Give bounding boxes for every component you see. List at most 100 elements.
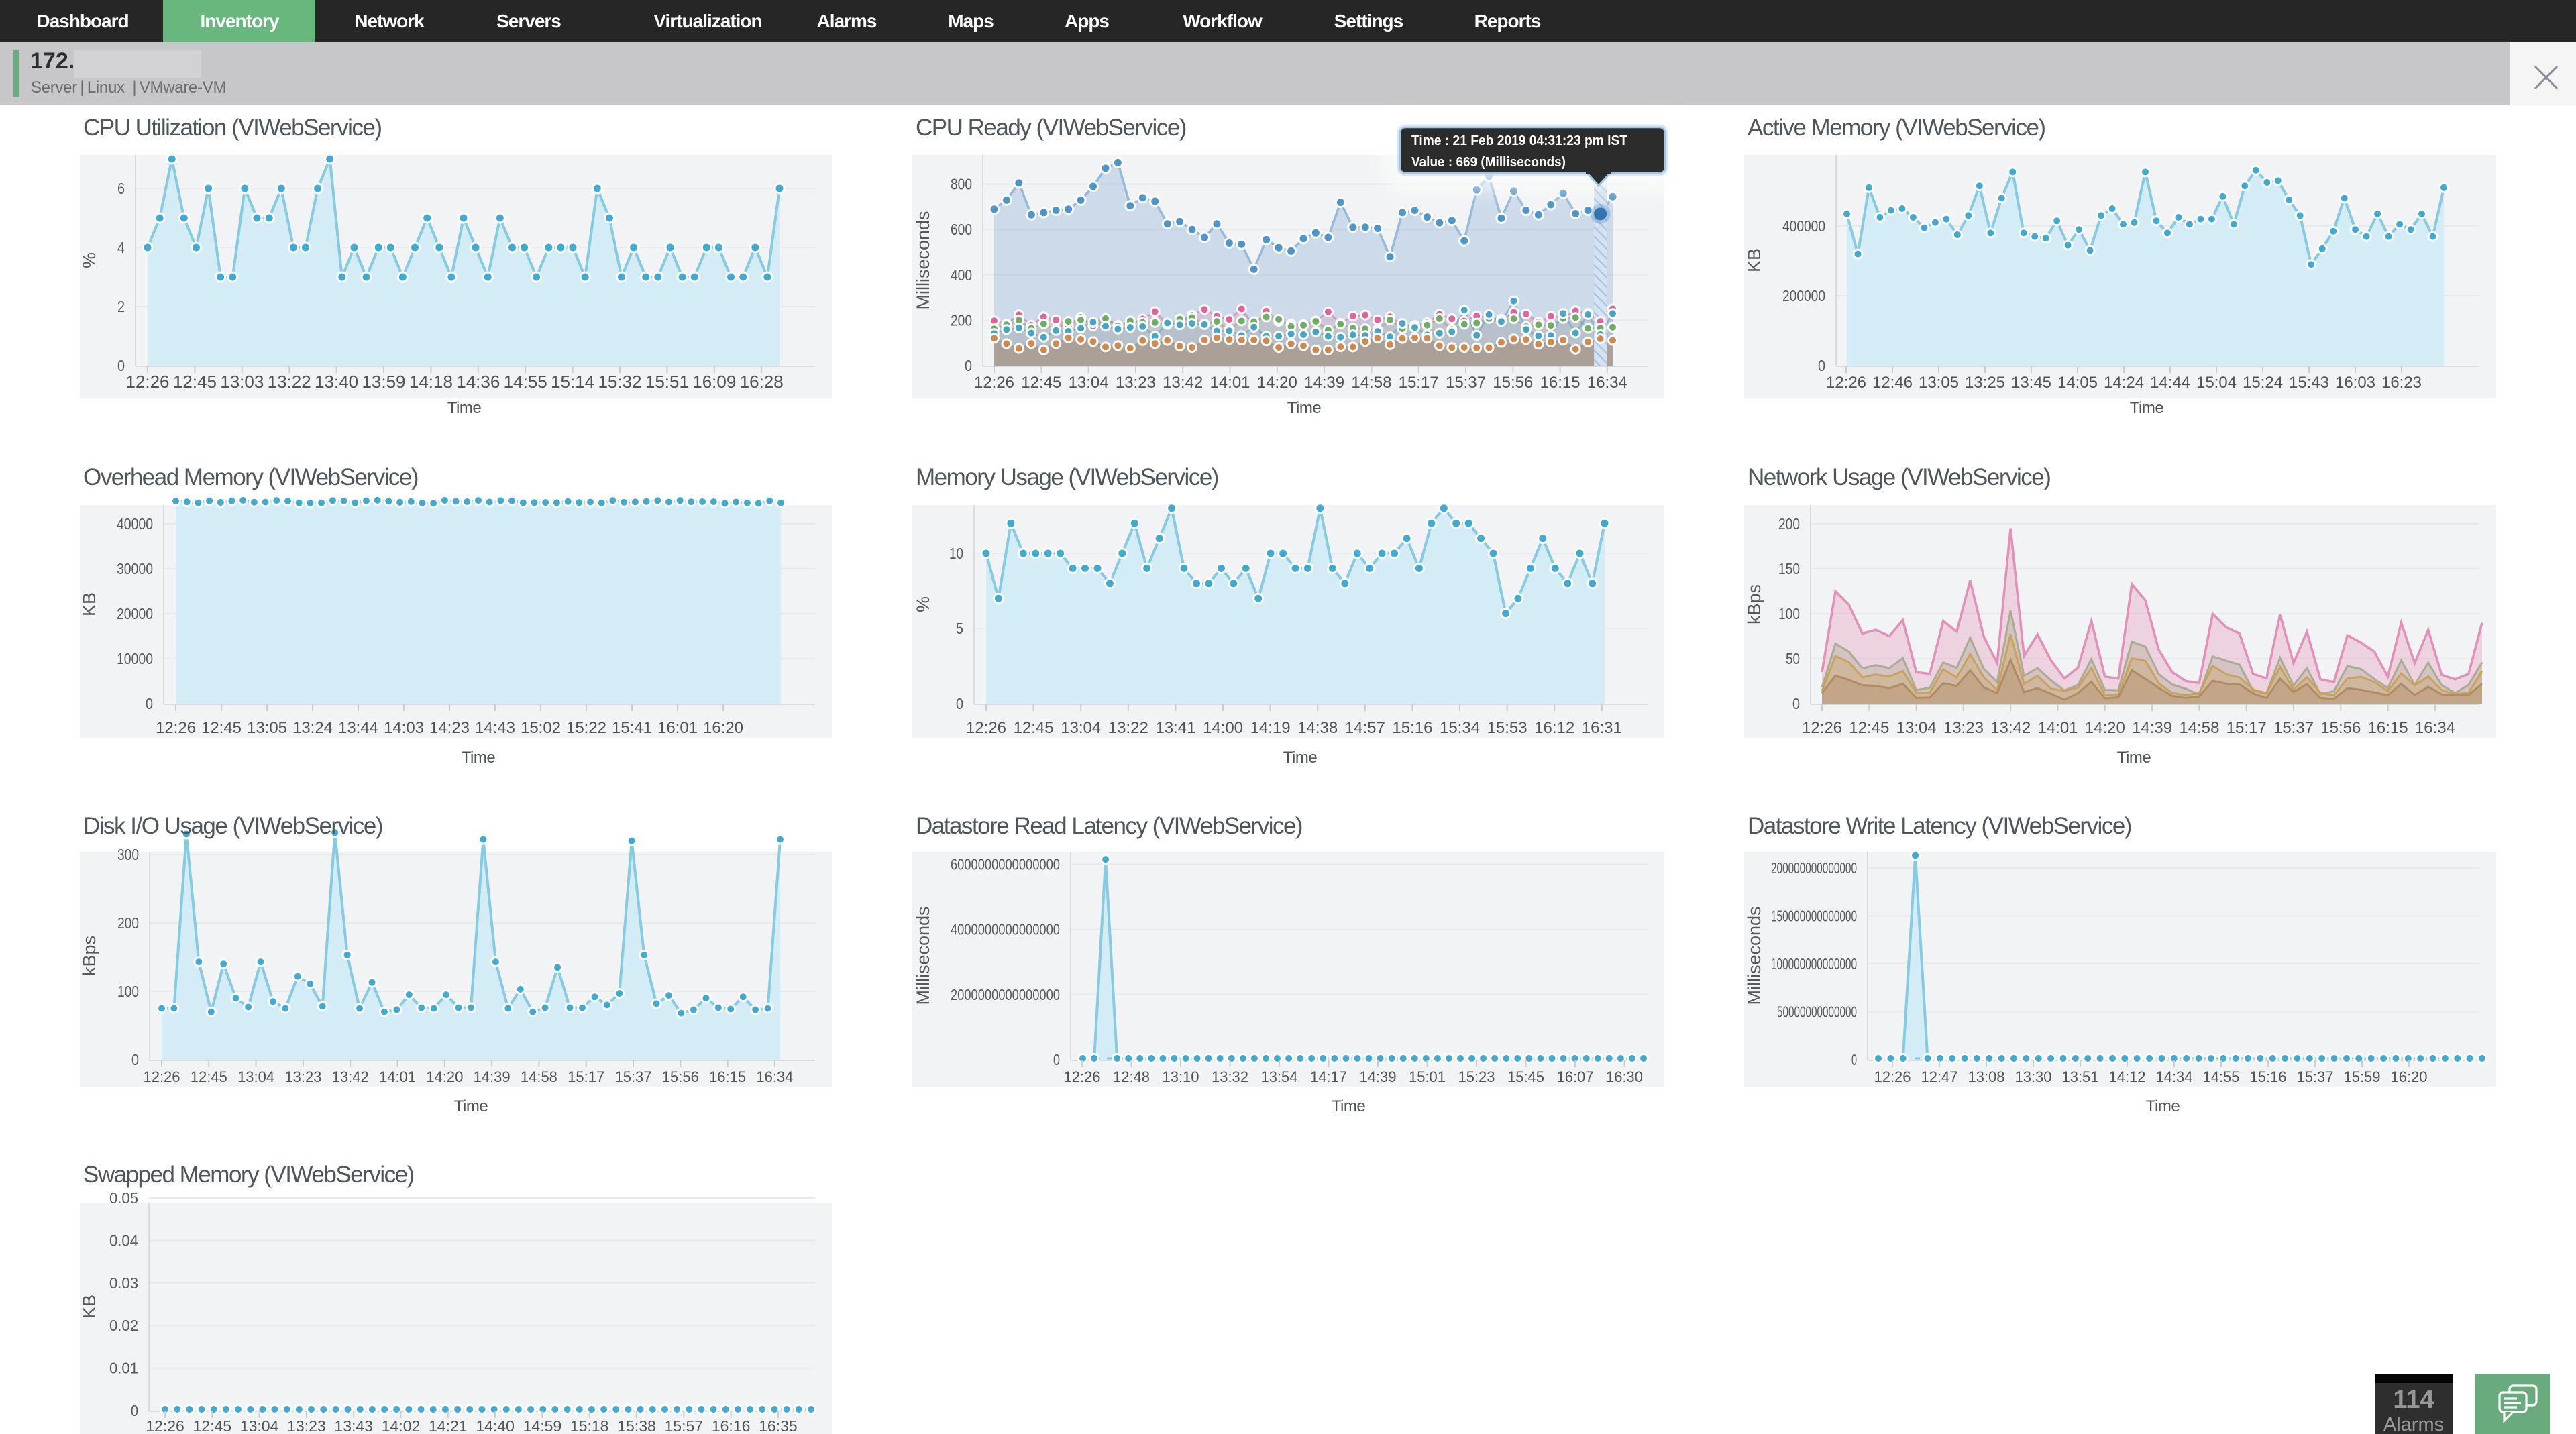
svg-text:Swapped Memory (VIWebService): Swapped Memory (VIWebService): [83, 1162, 414, 1188]
svg-text:15:24: 15:24: [2243, 374, 2283, 392]
svg-text:16:28: 16:28: [740, 372, 784, 392]
svg-text:14:20: 14:20: [1257, 374, 1297, 392]
svg-text:14:01: 14:01: [1210, 374, 1250, 392]
svg-text:CPU Utilization (VIWebService): CPU Utilization (VIWebService): [83, 115, 382, 141]
svg-text:13:51: 13:51: [2061, 1068, 2098, 1085]
svg-text:13:45: 13:45: [2011, 374, 2051, 392]
svg-text:Disk I/O Usage (VIWebService): Disk I/O Usage (VIWebService): [83, 813, 382, 839]
svg-text:16:20: 16:20: [703, 719, 743, 737]
svg-text:16:15: 16:15: [1540, 374, 1580, 392]
svg-text:15:56: 15:56: [1493, 374, 1533, 392]
svg-text:150: 150: [1778, 560, 1800, 577]
svg-text:CPU Ready (VIWebService): CPU Ready (VIWebService): [916, 115, 1186, 141]
svg-text:16:35: 16:35: [759, 1417, 798, 1434]
svg-text:15:01: 15:01: [1409, 1068, 1446, 1085]
svg-text:16:03: 16:03: [2335, 374, 2375, 392]
svg-text:kBps: kBps: [79, 936, 99, 976]
svg-text:14:17: 14:17: [1310, 1068, 1347, 1085]
svg-text:13:22: 13:22: [1108, 719, 1148, 737]
svg-text:12:26: 12:26: [974, 374, 1014, 392]
svg-text:10: 10: [949, 545, 963, 562]
svg-text:13:42: 13:42: [1990, 719, 2031, 737]
svg-text:14:24: 14:24: [2104, 374, 2144, 392]
svg-text:30000: 30000: [117, 560, 153, 577]
svg-text:15:34: 15:34: [1440, 719, 1480, 737]
svg-text:13:24: 13:24: [292, 719, 333, 737]
svg-text:400000: 400000: [1782, 217, 1825, 235]
svg-text:16:20: 16:20: [2390, 1068, 2427, 1085]
svg-text:15:38: 15:38: [617, 1417, 656, 1434]
svg-text:100: 100: [1778, 605, 1800, 622]
svg-text:13:25: 13:25: [1965, 374, 2005, 392]
svg-text:4000000000000000: 4000000000000000: [951, 921, 1060, 938]
svg-text:15:16: 15:16: [1392, 719, 1432, 737]
svg-text:KB: KB: [79, 592, 99, 616]
svg-text:800: 800: [951, 176, 972, 193]
svg-text:50000000000000: 50000000000000: [1777, 1003, 1857, 1021]
svg-text:Time: Time: [2146, 1097, 2180, 1115]
svg-text:40000: 40000: [117, 515, 153, 533]
svg-text:16:34: 16:34: [756, 1068, 793, 1085]
svg-text:15:56: 15:56: [2320, 719, 2361, 737]
svg-text:16:12: 16:12: [1534, 719, 1574, 737]
svg-text:20000: 20000: [117, 605, 153, 622]
svg-text:100: 100: [117, 983, 139, 1000]
svg-text:KB: KB: [1744, 248, 1764, 272]
svg-text:12:46: 12:46: [1872, 374, 1913, 392]
svg-text:400: 400: [951, 266, 972, 284]
svg-text:Time: Time: [462, 749, 496, 767]
svg-text:16:09: 16:09: [692, 372, 736, 392]
svg-text:14:19: 14:19: [1250, 719, 1291, 737]
svg-text:15:59: 15:59: [2343, 1068, 2380, 1085]
svg-text:12:45: 12:45: [1849, 719, 1889, 737]
svg-text:14:44: 14:44: [2150, 374, 2190, 392]
svg-text:0: 0: [965, 357, 972, 374]
svg-text:13:54: 13:54: [1260, 1068, 1297, 1085]
svg-text:0.03: 0.03: [109, 1274, 138, 1292]
svg-text:13:05: 13:05: [247, 719, 287, 737]
svg-text:13:43: 13:43: [334, 1417, 373, 1434]
svg-text:12:26: 12:26: [156, 719, 196, 737]
svg-text:14:55: 14:55: [504, 372, 547, 392]
svg-text:14:03: 14:03: [384, 719, 424, 737]
svg-text:12:45: 12:45: [201, 719, 241, 737]
svg-text:14:01: 14:01: [379, 1068, 416, 1085]
svg-text:14:39: 14:39: [474, 1068, 511, 1085]
svg-text:15:18: 15:18: [570, 1417, 609, 1434]
svg-text:15:37: 15:37: [2273, 719, 2314, 737]
svg-text:Time: Time: [1332, 1097, 1366, 1115]
svg-text:5: 5: [956, 620, 963, 637]
svg-text:100000000000000: 100000000000000: [1771, 955, 1857, 973]
svg-text:200000000000000: 200000000000000: [1771, 859, 1857, 877]
svg-text:15:22: 15:22: [566, 719, 606, 737]
svg-text:15:23: 15:23: [1458, 1068, 1495, 1085]
svg-text:14:23: 14:23: [429, 719, 470, 737]
svg-text:12:26: 12:26: [1826, 374, 1866, 392]
svg-text:14:55: 14:55: [2202, 1068, 2239, 1085]
svg-text:0.01: 0.01: [109, 1360, 138, 1377]
svg-text:14:58: 14:58: [521, 1068, 557, 1085]
svg-text:16:16: 16:16: [712, 1417, 751, 1434]
svg-text:0: 0: [956, 695, 963, 712]
svg-text:600: 600: [951, 221, 972, 238]
svg-text:0.04: 0.04: [109, 1231, 138, 1249]
svg-text:14:58: 14:58: [1351, 374, 1391, 392]
svg-text:14:20: 14:20: [2085, 719, 2125, 737]
svg-text:10000: 10000: [117, 650, 153, 667]
svg-text:Memory Usage (VIWebService): Memory Usage (VIWebService): [916, 464, 1218, 490]
svg-text:15:51: 15:51: [645, 372, 689, 392]
svg-text:13:22: 13:22: [268, 372, 311, 392]
svg-text:14:02: 14:02: [382, 1417, 421, 1434]
svg-text:0.02: 0.02: [109, 1317, 138, 1334]
svg-text:Time: Time: [2117, 749, 2151, 767]
svg-text:16:15: 16:15: [709, 1068, 746, 1085]
svg-text:13:32: 13:32: [1212, 1068, 1248, 1085]
svg-text:%: %: [913, 596, 933, 612]
svg-text:50: 50: [1786, 650, 1800, 667]
svg-text:13:23: 13:23: [1943, 719, 1984, 737]
svg-text:0: 0: [1851, 1051, 1857, 1068]
svg-text:14:40: 14:40: [476, 1417, 515, 1434]
svg-text:14:43: 14:43: [475, 719, 515, 737]
svg-text:Time: Time: [2130, 399, 2164, 417]
svg-text:16:15: 16:15: [2368, 719, 2408, 737]
